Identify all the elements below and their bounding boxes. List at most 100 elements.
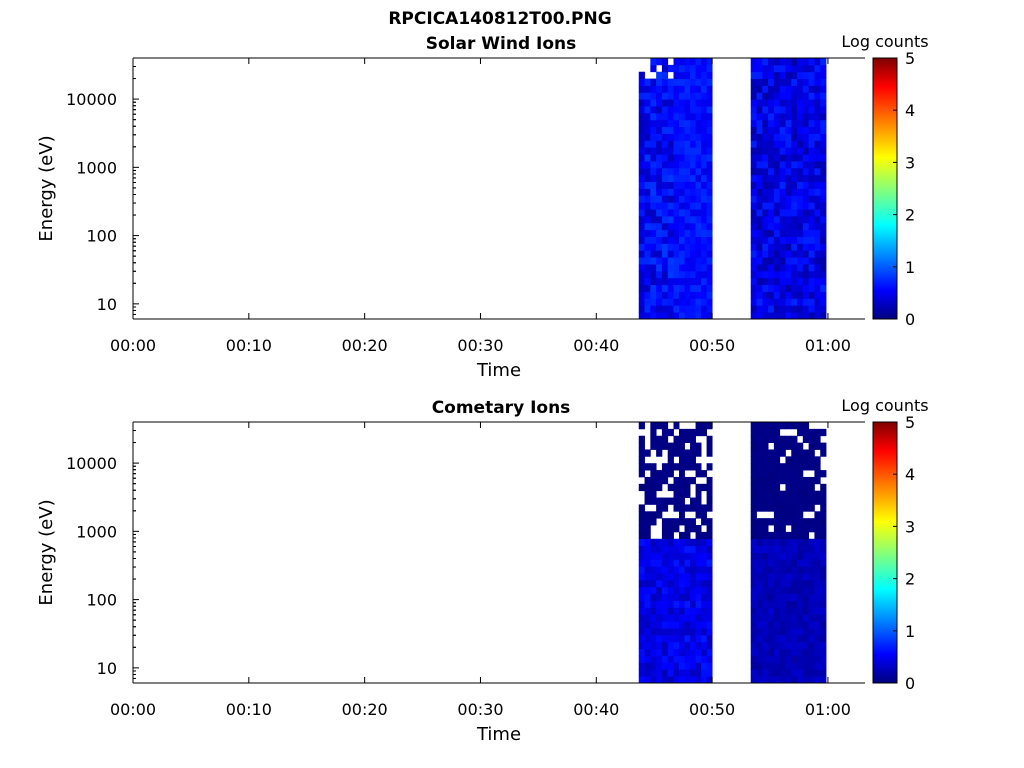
heatmap-cell — [779, 497, 786, 505]
heatmap-cell — [661, 78, 669, 86]
heatmap-cell — [695, 579, 702, 588]
heatmap-cell — [785, 222, 792, 231]
heatmap-cell — [756, 140, 763, 148]
heatmap-cell — [762, 525, 769, 533]
heatmap-cell — [644, 236, 651, 244]
heatmap-cell — [706, 648, 713, 656]
heatmap-cell — [808, 641, 815, 650]
heatmap-cell — [779, 676, 786, 684]
heatmap-cell — [773, 435, 781, 444]
heatmap-cell — [701, 250, 707, 258]
heatmap-cell — [706, 312, 713, 320]
heatmap-cell — [808, 58, 815, 66]
x-tick-label: 00:00 — [110, 700, 156, 719]
heatmap-cell — [661, 518, 669, 526]
heatmap-cell — [820, 518, 827, 526]
heatmap-cell — [701, 229, 707, 237]
colorbar-label: Log counts — [841, 396, 928, 415]
x-tick-label: 01:00 — [805, 336, 851, 355]
heatmap-cell — [814, 188, 821, 196]
heatmap-cell — [773, 284, 781, 292]
heatmap-cell — [756, 525, 763, 533]
heatmap-cell — [673, 676, 680, 684]
heatmap-cell — [701, 154, 707, 162]
heatmap-cell — [802, 614, 810, 622]
heatmap-cell — [667, 538, 674, 547]
heatmap-cell — [820, 161, 827, 169]
heatmap-cell — [667, 641, 674, 650]
heatmap-cell — [779, 215, 786, 224]
heatmap-cell — [684, 250, 691, 258]
heatmap-cell — [768, 518, 775, 526]
heatmap-cell — [779, 250, 786, 258]
heatmap-cell — [820, 552, 827, 560]
heatmap-cell — [773, 167, 781, 176]
heatmap-cell — [797, 85, 804, 93]
heatmap-cell — [706, 71, 713, 80]
heatmap-cell — [673, 112, 680, 121]
x-tick-label: 00:10 — [226, 336, 272, 355]
heatmap-cell — [802, 71, 810, 80]
heatmap-cell — [773, 518, 781, 526]
heatmap-cell — [762, 222, 769, 231]
heatmap-cell — [814, 58, 821, 66]
heatmap-cell — [762, 298, 769, 306]
heatmap-cell — [684, 161, 691, 169]
heatmap-cell — [673, 422, 680, 430]
heatmap-cell — [779, 243, 786, 251]
heatmap-cell — [808, 456, 815, 464]
heatmap-cell — [768, 243, 775, 251]
heatmap-cell — [638, 147, 645, 155]
heatmap-cell — [695, 566, 702, 574]
heatmap-cell — [762, 154, 769, 162]
heatmap-cell — [644, 614, 651, 622]
heatmap-cell — [673, 648, 680, 656]
heatmap-cell — [797, 504, 804, 512]
heatmap-cell — [814, 99, 821, 107]
heatmap-cell — [797, 133, 804, 141]
heatmap-cell — [797, 573, 804, 581]
heatmap-cell — [650, 312, 657, 320]
heatmap-cell — [750, 579, 757, 588]
heatmap-cell — [802, 579, 810, 588]
heatmap-cell — [756, 593, 763, 601]
heatmap-cell — [750, 442, 757, 450]
heatmap-cell — [638, 229, 645, 237]
heatmap-cell — [667, 593, 674, 601]
heatmap-cell — [820, 133, 827, 141]
heatmap-cell — [808, 305, 815, 313]
heatmap-cell — [756, 112, 763, 121]
heatmap-cell — [644, 531, 651, 540]
heatmap-cell — [695, 655, 702, 663]
heatmap-cell — [820, 634, 827, 643]
heatmap-cell — [808, 229, 815, 237]
heatmap-cell — [644, 126, 651, 134]
heatmap-cell — [820, 291, 827, 299]
heatmap-cell — [701, 126, 707, 134]
heatmap-cell — [802, 291, 810, 299]
heatmap-cell — [820, 497, 827, 505]
heatmap-cell — [779, 662, 786, 670]
heatmap-cell — [695, 257, 702, 265]
heatmap-cell — [762, 78, 769, 86]
heatmap-cell — [785, 634, 792, 643]
heatmap-cell — [701, 470, 707, 478]
heatmap-cell — [661, 64, 669, 73]
heatmap-cell — [679, 147, 685, 155]
heatmap-cell — [673, 71, 680, 80]
heatmap-cell — [785, 600, 792, 608]
heatmap-cell — [644, 559, 651, 567]
heatmap-cell — [797, 614, 804, 622]
heatmap-cell — [684, 270, 691, 279]
heatmap-cell — [661, 662, 669, 670]
heatmap-cell — [756, 106, 763, 114]
heatmap-cell — [695, 511, 702, 519]
heatmap-cell — [644, 305, 651, 313]
heatmap-cell — [820, 257, 827, 265]
heatmap-cell — [762, 559, 769, 567]
heatmap-cell — [756, 167, 763, 176]
heatmap-cell — [644, 106, 651, 114]
heatmap-cell — [808, 607, 815, 615]
heatmap-cell — [802, 621, 810, 629]
heatmap-cell — [706, 435, 713, 444]
